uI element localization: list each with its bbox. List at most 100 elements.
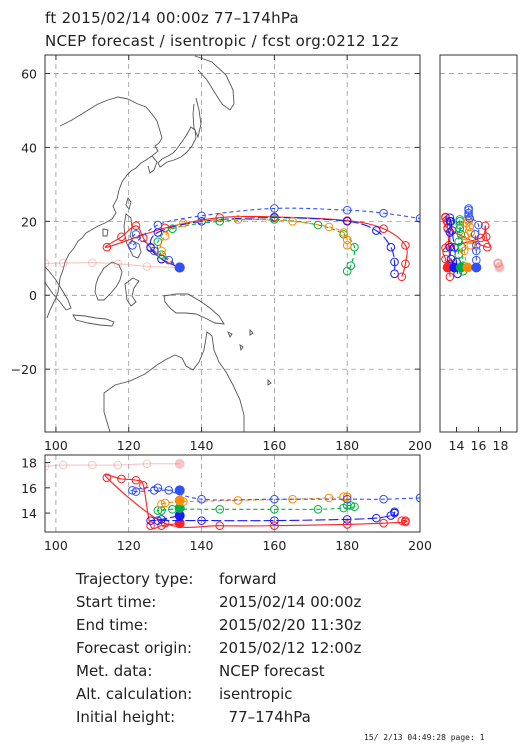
trajectory-point-marker (270, 494, 279, 504)
chart-subtitle: NCEP forecast / isentropic / fcst org:02… (45, 32, 399, 50)
info-label-start-time: Start time: (76, 593, 157, 611)
bottom-panel-ticks: 100 120 140 160 180 200 18 16 14 (21, 456, 432, 553)
trajectory-point-marker (131, 475, 141, 485)
trajectory-point-marker (131, 487, 141, 496)
trajectory-point-marker (146, 521, 155, 530)
side-pressure-panel: 14 16 18 (439, 54, 518, 453)
trajectory-point-marker (313, 504, 323, 514)
trajectory-point-marker (401, 259, 410, 269)
side-tick-label: 16 (471, 438, 487, 453)
trajectory-point-marker (372, 226, 381, 235)
trajectory-start-marker (471, 262, 482, 273)
trajectory-point-marker (441, 212, 450, 222)
info-value-initial-height: 77–174hPa (219, 708, 311, 726)
trajectory-point-marker (342, 520, 352, 529)
trajectory-point-marker (197, 494, 206, 504)
lon-tick-label: 140 (190, 438, 214, 453)
info-value-alt-calculation: isentropic (219, 685, 293, 703)
trajectory-point-marker (372, 513, 381, 523)
trajectory-point-marker (446, 254, 456, 264)
page-footer: 15/ 2/13 04:49:28 page: 1 (364, 733, 485, 742)
side-panel-ticks: 14 16 18 (449, 427, 509, 453)
trajectory-point-marker (179, 497, 188, 507)
trajectory-point-marker (480, 221, 490, 231)
trajectory-point-marker (164, 486, 174, 495)
bottom-lon-tick-label: 200 (408, 538, 432, 553)
trajectory-point-marker (128, 486, 137, 495)
lat-tick-label: 60 (21, 66, 37, 81)
trajectory-point-marker (270, 215, 279, 224)
trajectory-point-marker (131, 229, 141, 239)
trajectory-point-marker (270, 516, 279, 525)
coastline-sulawesi (124, 277, 140, 307)
trajectory-point-marker (157, 515, 166, 524)
coastline-islands-east (227, 328, 272, 386)
trajectory-point-marker (153, 483, 163, 493)
trajectory-point-marker (472, 241, 481, 250)
trajectory-point-marker (117, 232, 126, 242)
trajectory-pink-map (45, 262, 180, 269)
trajectory-point-marker (342, 492, 352, 501)
trajectory-point-marker (401, 516, 410, 525)
info-value-trajectory-type: forward (219, 570, 277, 588)
trajectory-point-marker (342, 515, 352, 524)
trajectory-point-marker (153, 220, 163, 230)
lat-tick-label: 40 (21, 140, 37, 155)
trajectory-point-marker (131, 221, 141, 231)
trajectory-point-marker (447, 226, 457, 235)
side-tick-label: 18 (493, 438, 509, 453)
trajectory-red-bottom (104, 474, 408, 530)
trajectory-blue-map (130, 207, 420, 268)
trajectory-pink-side (496, 262, 501, 268)
trajectory-point-marker (472, 255, 481, 265)
trajectory-point-marker (342, 501, 352, 510)
info-value-end-time: 2015/02/20 11:30z (219, 616, 362, 634)
trajectory-start-marker (174, 485, 185, 496)
trajectory-point-marker (386, 242, 396, 252)
trajectory-point-marker (142, 459, 152, 469)
trajectory-start-marker (494, 262, 505, 273)
lon-tick-label: 160 (262, 438, 286, 453)
trajectory-point-marker (139, 233, 148, 243)
coastline-asia (46, 96, 163, 319)
trajectory-point-marker (58, 460, 68, 470)
trajectory-point-marker (445, 272, 455, 282)
trajectory-point-marker (346, 501, 356, 510)
info-value-start-time: 2015/02/14 00:00z (219, 593, 362, 611)
trajectory-point-marker (446, 217, 456, 226)
trajectory-point-marker (88, 460, 97, 470)
chart-title: ft 2015/02/14 00:00z 77–174hPa (45, 9, 300, 27)
trajectory-point-marker (444, 241, 454, 250)
trajectory-layer-bottom (45, 458, 420, 530)
info-label-initial-height: Initial height: (76, 708, 176, 726)
info-label-met-data: Met. data: (76, 662, 153, 680)
coastline-kamchatka (194, 55, 235, 111)
lon-tick-label: 100 (44, 438, 68, 453)
trajectory-blue-side (467, 207, 480, 268)
trajectory-point-marker (149, 246, 159, 256)
trajectory-start-marker (174, 262, 185, 273)
coastline-java (72, 314, 115, 327)
lon-tick-label: 180 (335, 438, 359, 453)
info-label-trajectory-type: Trajectory type: (76, 570, 194, 588)
trajectory-point-marker (465, 214, 475, 223)
trajectory-point-marker (342, 217, 352, 226)
trajectory-layer-map (45, 204, 420, 282)
trajectory-point-marker (324, 493, 334, 503)
trajectory-point-marker (142, 262, 152, 271)
trajectory-point-marker (494, 258, 503, 268)
coastline-australia (103, 331, 245, 432)
trajectory-point-marker (215, 217, 225, 226)
trajectory-point-marker (160, 498, 170, 508)
trajectory-point-marker (113, 259, 123, 269)
bottom-tick-label: 18 (21, 456, 37, 471)
trajectory-orange-map (159, 218, 349, 268)
trajectory-point-marker (465, 222, 475, 232)
trajectory-point-marker (401, 241, 410, 250)
coastline-sakhalin (192, 97, 202, 139)
lon-tick-label: 200 (408, 438, 432, 453)
coastline-hainan (102, 228, 109, 237)
